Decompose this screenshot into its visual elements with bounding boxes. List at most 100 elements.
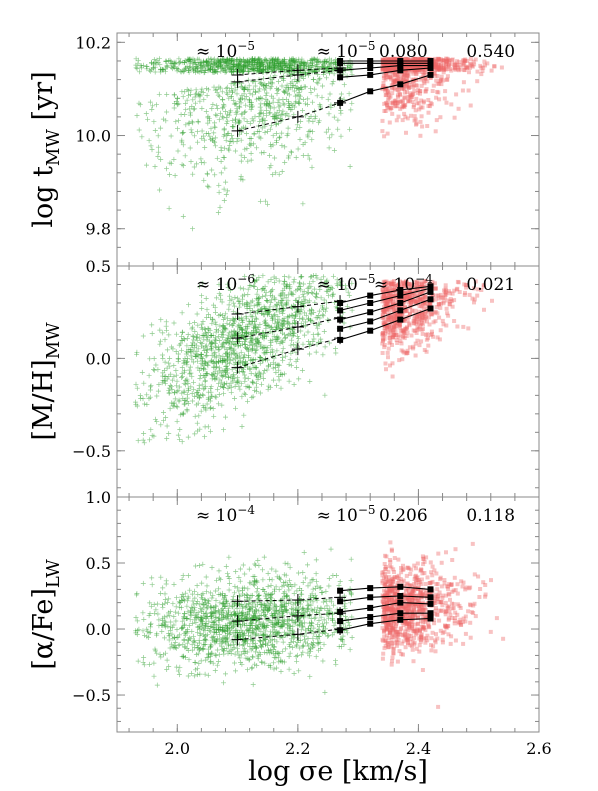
green-point xyxy=(202,378,208,384)
red-point xyxy=(409,302,414,307)
red-point xyxy=(391,294,396,299)
red-point xyxy=(437,337,442,342)
green-point xyxy=(336,583,342,588)
green-point xyxy=(349,614,355,620)
green-point xyxy=(190,333,196,339)
red-point xyxy=(389,319,394,324)
red-point xyxy=(397,313,402,318)
green-point xyxy=(232,87,238,93)
green-point xyxy=(274,91,280,97)
red-point xyxy=(395,71,400,76)
green-point xyxy=(239,315,245,321)
green-point xyxy=(230,89,236,95)
green-point xyxy=(289,312,295,318)
red-point xyxy=(391,82,396,87)
red-point xyxy=(382,294,387,299)
red-point xyxy=(422,64,427,69)
red-point xyxy=(445,56,450,61)
green-point xyxy=(158,654,164,660)
green-point xyxy=(225,386,231,392)
green-point xyxy=(222,69,228,75)
green-point xyxy=(233,109,239,115)
green-point xyxy=(239,112,245,118)
green-point xyxy=(264,298,270,303)
red-point xyxy=(442,295,447,300)
red-point xyxy=(386,105,391,110)
green-point xyxy=(135,57,141,63)
red-point xyxy=(438,292,443,297)
green-point xyxy=(204,352,210,358)
green-point xyxy=(179,329,185,335)
green-point xyxy=(228,384,234,390)
red-point xyxy=(390,308,395,313)
red-point xyxy=(434,58,439,63)
red-point xyxy=(447,302,452,307)
green-point xyxy=(273,122,279,128)
green-point xyxy=(178,333,184,339)
green-point xyxy=(282,144,288,150)
green-point xyxy=(240,369,246,375)
green-point xyxy=(291,315,297,321)
green-point xyxy=(297,96,303,102)
green-point xyxy=(211,130,217,136)
green-point xyxy=(148,384,153,390)
red-point xyxy=(392,293,397,298)
green-point xyxy=(267,165,273,171)
red-point xyxy=(404,295,409,300)
green-point xyxy=(237,655,243,661)
red-point xyxy=(389,60,394,65)
red-point xyxy=(397,358,402,363)
red-point xyxy=(404,326,409,331)
green-point xyxy=(148,383,154,389)
green-point xyxy=(216,117,222,123)
red-trend-marker xyxy=(397,81,404,88)
green-point xyxy=(257,198,263,204)
green-point xyxy=(290,624,296,630)
green-point xyxy=(204,589,210,595)
green-point xyxy=(285,320,291,326)
green-point xyxy=(247,303,253,309)
green-point xyxy=(252,323,258,329)
red-point xyxy=(418,65,423,70)
red-point xyxy=(384,68,389,72)
green-point xyxy=(201,333,207,338)
green-point xyxy=(286,153,292,159)
green-point xyxy=(203,343,209,349)
red-point xyxy=(435,67,440,72)
green-point xyxy=(205,325,211,331)
green-point xyxy=(180,163,186,169)
green-point xyxy=(279,169,285,174)
green-point xyxy=(259,381,265,387)
green-point xyxy=(326,145,332,151)
green-point xyxy=(203,353,209,359)
red-point xyxy=(434,59,439,64)
green-point xyxy=(291,279,297,285)
red-point xyxy=(409,283,414,288)
green-point xyxy=(214,155,220,161)
red-point xyxy=(404,57,409,61)
green-point xyxy=(324,278,330,284)
red-point xyxy=(381,66,385,71)
red-point xyxy=(390,63,395,68)
green-point xyxy=(202,434,208,440)
green-point xyxy=(191,164,197,170)
green-point xyxy=(141,440,147,446)
green-point xyxy=(201,386,206,392)
green-point xyxy=(150,103,156,109)
green-point xyxy=(246,96,252,102)
red-point xyxy=(463,59,468,63)
red-point xyxy=(434,118,439,123)
red-point xyxy=(402,282,407,287)
red-point xyxy=(408,57,413,62)
red-point xyxy=(424,64,429,69)
green-point xyxy=(194,337,200,343)
red-point xyxy=(415,65,420,70)
red-point xyxy=(386,67,391,72)
green-point xyxy=(305,583,311,589)
red-point xyxy=(419,114,424,119)
red-point xyxy=(444,291,449,295)
red-point xyxy=(380,129,385,134)
green-point xyxy=(205,424,211,430)
green-point xyxy=(294,640,300,645)
